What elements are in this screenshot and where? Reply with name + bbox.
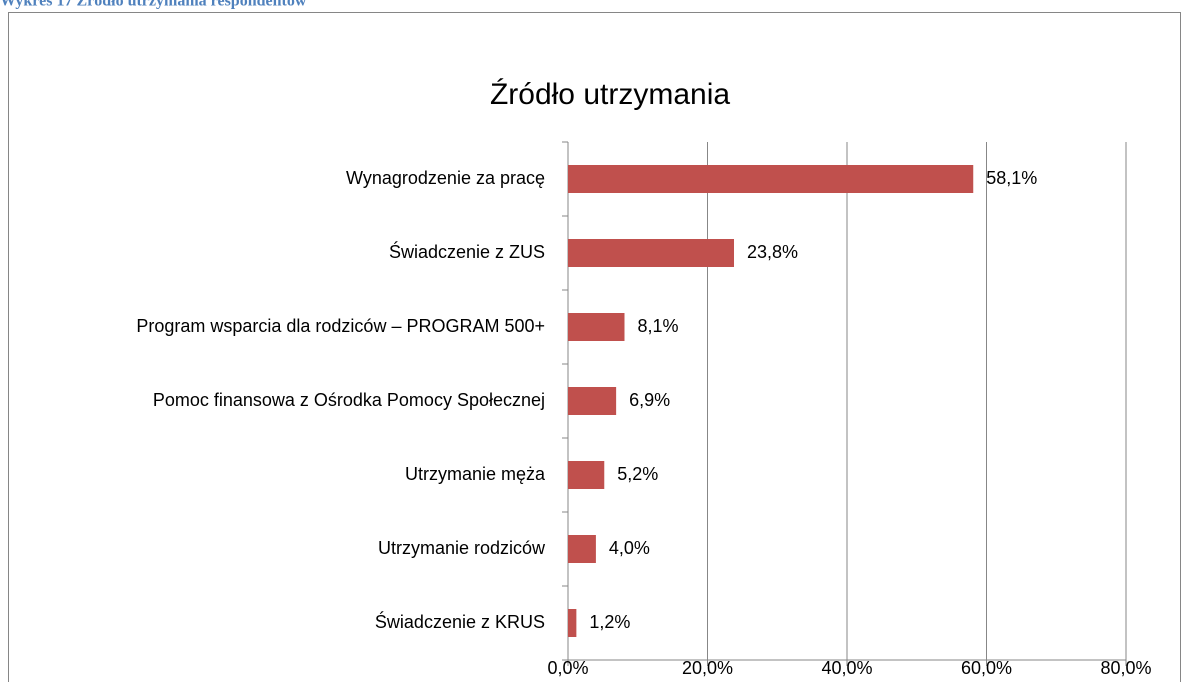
bar [568, 461, 605, 489]
y-tick-label: Pomoc finansowa z Ośrodka Pomocy Społecz… [153, 390, 545, 410]
data-label: 1,2% [589, 612, 630, 632]
bar [568, 609, 577, 637]
bar [568, 165, 974, 193]
bar [568, 239, 735, 267]
data-label: 5,2% [617, 464, 658, 484]
y-tick-label: Świadczenie z ZUS [389, 241, 545, 262]
x-tick-label: 20,0% [682, 658, 733, 678]
x-tick-label: 0,0% [547, 658, 588, 678]
chart-title: Źródło utrzymania [490, 78, 730, 111]
data-label: 6,9% [629, 390, 670, 410]
y-tick-label: Utrzymanie męża [405, 464, 546, 484]
y-tick-label: Program wsparcia dla rodziców – PROGRAM … [136, 316, 545, 336]
data-label: 8,1% [637, 316, 678, 336]
y-tick-label: Wynagrodzenie za pracę [346, 168, 545, 188]
bar [568, 387, 617, 415]
bar [568, 535, 596, 563]
chart-frame [8, 12, 1181, 682]
data-label: 58,1% [986, 168, 1037, 188]
y-tick-label: Utrzymanie rodziców [378, 538, 546, 558]
data-label: 4,0% [609, 538, 650, 558]
x-tick-label: 80,0% [1100, 658, 1151, 678]
x-tick-label: 60,0% [961, 658, 1012, 678]
x-tick-label: 40,0% [821, 658, 872, 678]
caption: Wykres 17 Źródło utrzymania respondentów [0, 0, 307, 10]
data-label: 23,8% [747, 242, 798, 262]
bar [568, 313, 625, 341]
y-tick-label: Świadczenie z KRUS [375, 611, 545, 632]
